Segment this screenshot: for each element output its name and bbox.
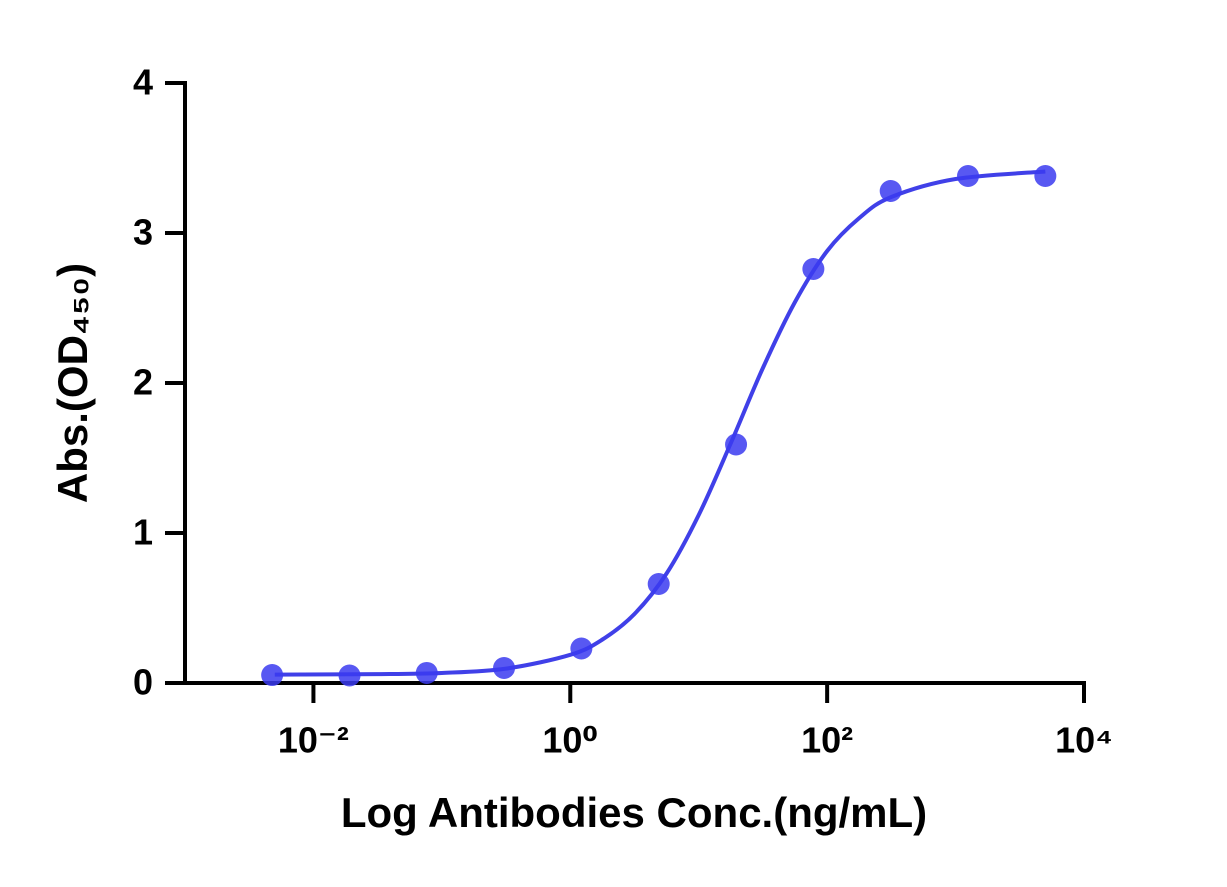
y-tick-label: 0 <box>133 662 153 703</box>
x-tick-label: 10² <box>801 720 853 761</box>
x-tick-label: 10⁴ <box>1055 720 1113 761</box>
fit-curve <box>274 169 1046 677</box>
data-point <box>415 661 438 684</box>
data-point <box>879 180 902 202</box>
y-axis-label: Abs.(OD₄₅₀) <box>49 263 96 503</box>
y-tick-label: 2 <box>133 362 153 403</box>
data-point <box>338 664 361 687</box>
y-tick-label: 3 <box>133 212 153 253</box>
data-point <box>261 664 284 687</box>
data-point <box>570 637 593 660</box>
data-point <box>802 258 825 280</box>
y-tick-label: 1 <box>133 512 153 553</box>
x-axis-label: Log Antibodies Conc.(ng/mL) <box>341 789 927 836</box>
data-point <box>493 657 516 679</box>
data-point <box>957 165 980 187</box>
x-tick-label: 10⁰ <box>542 720 598 761</box>
data-point <box>647 573 670 595</box>
data-point <box>725 433 748 456</box>
y-tick-label: 4 <box>133 62 153 103</box>
data-point <box>1034 165 1057 187</box>
x-tick-label: 10⁻² <box>278 720 349 761</box>
